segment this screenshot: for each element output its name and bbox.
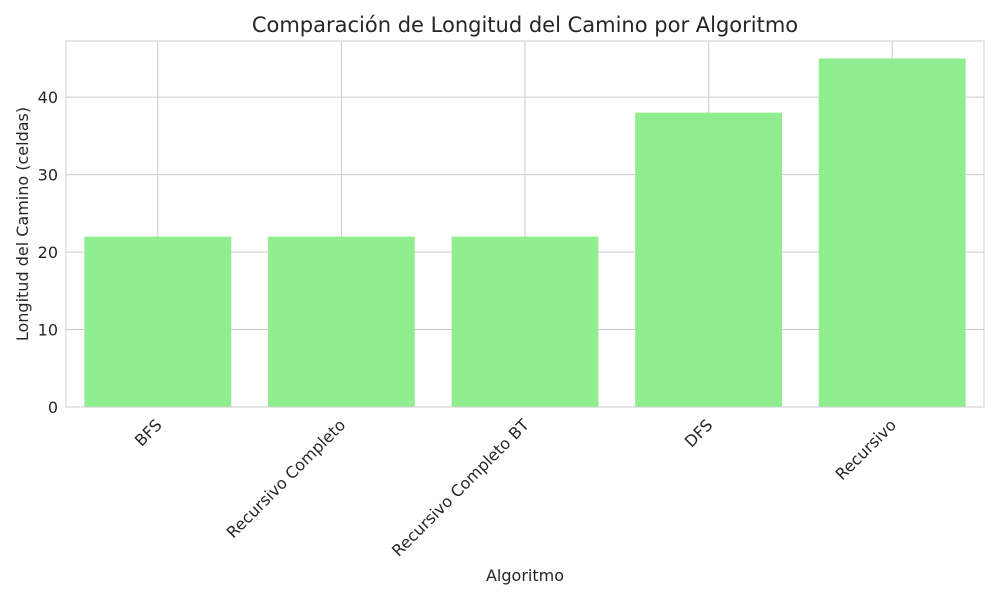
bar-recursivo-completo xyxy=(267,236,415,407)
bar-recursivo xyxy=(818,58,966,408)
bars xyxy=(84,58,966,408)
chart-title: Comparación de Longitud del Camino por A… xyxy=(252,13,798,37)
plot-frame xyxy=(65,40,985,408)
bar-dfs xyxy=(635,112,783,408)
y-tick-label: 0 xyxy=(48,398,58,417)
x-axis-label: Algoritmo xyxy=(486,566,564,585)
y-tick-labels: 0 10 20 30 40 xyxy=(38,88,58,417)
y-tick-label: 40 xyxy=(38,88,58,107)
y-tick-label: 20 xyxy=(38,243,58,262)
y-tick-label: 30 xyxy=(38,166,58,185)
y-axis-label: Longitud del Camino (celdas) xyxy=(13,107,32,341)
bar-recursivo-completo-bt xyxy=(451,236,599,407)
y-tick-label: 10 xyxy=(38,321,58,340)
bar-bfs xyxy=(84,236,232,407)
